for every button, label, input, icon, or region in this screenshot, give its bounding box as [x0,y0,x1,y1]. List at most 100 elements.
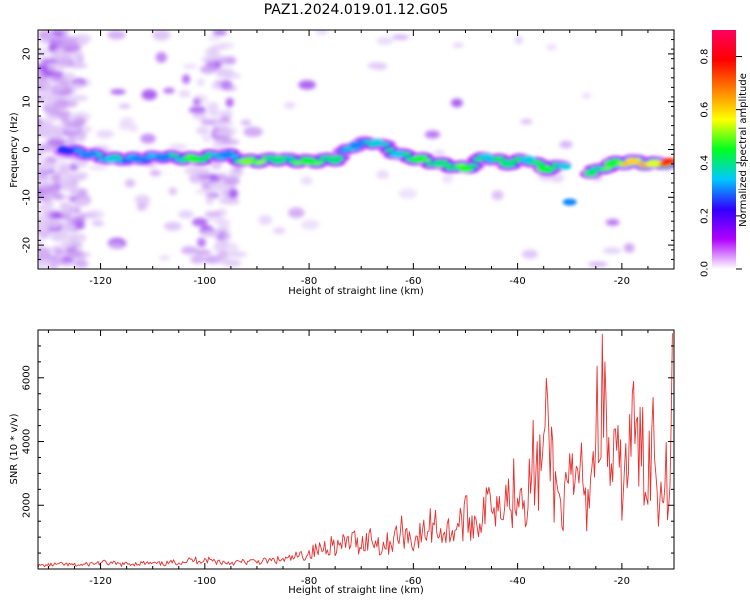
noise-speckle [315,30,328,36]
ridge-cell [510,159,521,163]
noise-speckle [212,30,227,36]
noise-speckle [284,101,296,109]
ridge-peak [218,150,233,158]
noise-speckle [110,89,126,95]
noise-speckle [546,44,557,51]
ridge-peak [390,150,405,158]
noise-speckle [70,242,83,249]
noise-speckle [43,164,56,170]
y-tick-label: 20 [22,48,33,61]
x-tick-label: -120 [89,276,112,287]
noise-speckle [46,138,66,147]
ridge-cell [602,166,613,170]
colorbar-tick-label: 0.2 [700,208,711,224]
noise-speckle [40,92,57,98]
spectrogram-ridge-layer [53,135,674,206]
noise-speckle [152,30,171,41]
noise-speckle [53,71,65,79]
noise-speckle [223,175,240,186]
spectrogram-y-axis-label: Frequency (Hz) [9,112,20,188]
ridge-peak [583,169,598,177]
noise-speckle [38,87,46,93]
ridge-peak [130,155,144,163]
noise-speckle [38,218,49,224]
noise-speckle [196,78,205,87]
noise-speckle [76,222,86,230]
y-tick-label: 4000 [22,429,33,454]
noise-speckle [47,212,63,220]
noise-speckle [376,170,389,180]
noise-speckle [61,125,81,133]
noise-speckle [62,261,73,267]
ridge-peak [156,153,171,161]
x-tick-label: -80 [301,576,317,587]
ridge-peak [562,198,577,206]
snr-panel: -120 -100 -80 -60 -40 -20 2000 4000 6000 Height … [9,329,675,596]
noise-speckle [120,117,135,126]
noise-speckle [61,86,76,95]
ridge-peak [270,155,285,163]
ridge-peak [536,165,551,173]
noise-speckle [191,217,208,227]
noise-speckle [190,255,205,264]
noise-speckle [43,257,64,266]
noise-speckle [204,53,217,63]
ridge-cell [120,159,131,164]
noise-speckle [178,89,191,98]
ridge-peak [302,157,317,165]
noise-speckle [218,42,235,49]
noise-speckle [46,63,57,72]
y-tick-label: 10 [22,95,33,108]
noise-speckle [214,79,224,86]
noise-speckle [193,166,211,177]
noise-speckle [159,254,170,261]
ridge-peak [604,160,619,168]
noise-speckle [376,36,393,45]
x-tick-label: -40 [509,276,525,287]
noise-speckle [72,171,89,179]
x-tick-label: -20 [614,276,630,287]
noise-speckle [300,176,313,185]
noise-speckle [59,225,75,231]
x-tick-label: -40 [509,576,525,587]
noise-speckle [201,230,221,237]
noise-speckle [433,149,446,157]
ridge-peak [479,153,494,161]
noise-speckle [77,189,87,198]
ridge-cell [208,152,219,157]
ridge-cell [74,149,84,153]
ridge-cell [169,154,180,158]
x-tick-label: -20 [614,576,630,587]
noise-speckle [217,226,231,232]
noise-speckle [217,258,235,265]
snr-x-axis-label: Height of straight line (km) [288,585,424,596]
noise-speckle [163,87,175,94]
y-tick-label: 6000 [22,365,33,390]
x-tick-label: -100 [193,576,216,587]
noise-speckle [182,74,191,84]
noise-speckle [219,115,231,123]
noise-speckle [225,56,237,65]
noise-speckle [59,162,71,171]
ridge-peak [625,157,640,165]
noise-speckle [134,194,151,205]
ridge-peak [661,157,674,165]
noise-speckle [216,173,227,180]
noise-speckle [202,134,212,143]
noise-speckle [217,250,229,259]
noise-speckle [188,105,207,114]
noise-speckle [201,119,214,125]
noise-speckle [124,179,136,188]
noise-speckle [392,34,410,40]
noise-speckle [220,139,240,145]
noise-speckle [228,188,239,199]
noise-speckle [240,119,252,126]
noise-speckle [520,118,533,125]
colorbar: 0.0 0.2 0.4 0.6 0.8 Normalized spectral ampl… [700,30,749,277]
x-tick-label: -60 [405,576,421,587]
noise-speckle [398,188,418,199]
noise-speckle [514,36,523,45]
noise-speckle [41,186,61,195]
x-tick-label: -100 [193,276,216,287]
noise-speckle [225,97,234,108]
